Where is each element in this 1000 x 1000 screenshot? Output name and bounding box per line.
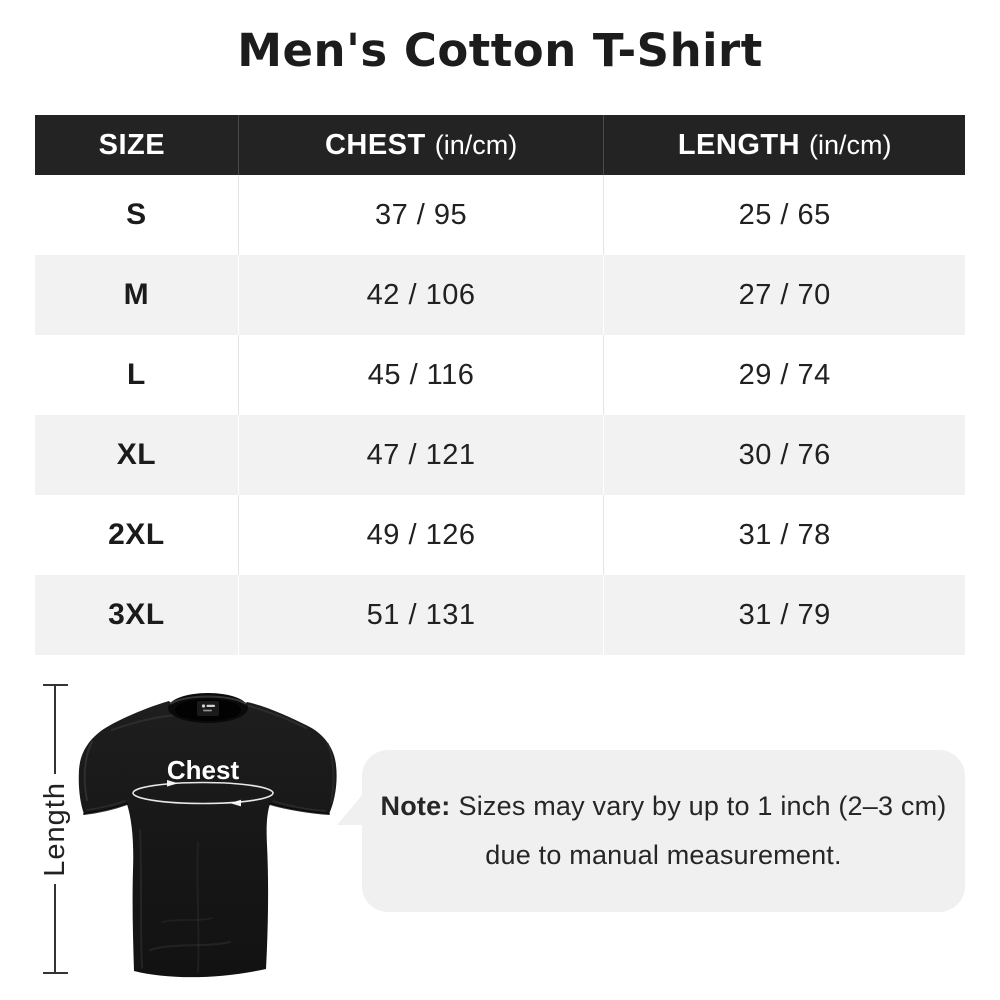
size-cell: M — [123, 278, 150, 311]
tshirt-body — [78, 701, 337, 978]
chest-cell: 49 / 126 — [237, 495, 604, 575]
note-line-1: Note: Sizes may vary by up to 1 inch (2–3… — [381, 791, 947, 822]
size-cell: 2XL — [108, 518, 165, 551]
table-row: 2XL 49 / 126 31 / 78 — [35, 495, 965, 575]
brand-label — [197, 701, 219, 716]
length-cell: 31 / 78 — [603, 495, 965, 575]
table-body: S 37 / 95 25 / 65 M 42 / 106 27 / 70 L 4… — [35, 175, 965, 655]
header-unit: (in/cm) — [809, 129, 892, 160]
note-prefix: Note: — [380, 791, 451, 821]
tshirt-image: Chest — [78, 693, 337, 978]
chest-measure-arrow — [132, 780, 274, 807]
table-row: M 42 / 106 27 / 70 — [35, 255, 965, 335]
table-row: S 37 / 95 25 / 65 — [35, 175, 965, 255]
length-cell: 27 / 70 — [603, 255, 965, 335]
table-row: 3XL 51 / 131 31 / 79 — [35, 575, 965, 655]
dimension-cap-bottom — [42, 972, 68, 975]
collar — [168, 693, 248, 723]
header-cell-size: SIZE — [35, 115, 238, 175]
length-label: Length — [38, 781, 71, 877]
length-cell: 29 / 74 — [603, 335, 965, 415]
note-bubble: Note: Sizes may vary by up to 1 inch (2–3… — [337, 750, 965, 912]
header-unit: (in/cm) — [434, 129, 518, 160]
header-label: SIZE — [98, 128, 166, 161]
chest-cell: 51 / 131 — [237, 575, 604, 655]
size-table: SIZE CHEST (in/cm) LENGTH (in/cm) S 37 / 9… — [35, 115, 965, 655]
length-dimension-indicator: Length — [39, 684, 71, 975]
length-cell: 30 / 76 — [603, 415, 965, 495]
table-row: L 45 / 116 29 / 74 — [35, 335, 965, 415]
header-cell-chest: CHEST (in/cm) — [237, 115, 604, 175]
size-cell: 3XL — [108, 598, 165, 631]
chest-cell: 37 / 95 — [237, 175, 604, 255]
length-cell: 25 / 65 — [603, 175, 965, 255]
size-cell: S — [126, 198, 147, 231]
size-cell: XL — [116, 438, 157, 471]
header-cell-length: LENGTH (in/cm) — [603, 115, 965, 175]
table-row: XL 47 / 121 30 / 76 — [35, 415, 965, 495]
note-text: Sizes may vary by up to 1 inch (2–3 cm) — [458, 791, 947, 821]
tshirt-shading — [83, 703, 335, 973]
dimension-cap-top — [42, 684, 68, 686]
header-label: CHEST — [324, 128, 426, 161]
table-header-row: SIZE CHEST (in/cm) LENGTH (in/cm) — [35, 115, 965, 175]
length-cell: 31 / 79 — [603, 575, 965, 655]
dimension-line-upper — [54, 686, 56, 774]
chest-cell: 45 / 116 — [237, 335, 604, 415]
chest-cell: 42 / 106 — [237, 255, 604, 335]
note-line-2: due to manual measurement. — [485, 840, 842, 870]
size-cell: L — [126, 358, 146, 391]
header-label: LENGTH — [677, 128, 801, 161]
dimension-line-lower — [54, 884, 56, 973]
page-title: Men's Cotton T-Shirt — [237, 24, 763, 77]
chest-label: Chest — [167, 755, 240, 785]
chest-cell: 47 / 121 — [237, 415, 604, 495]
